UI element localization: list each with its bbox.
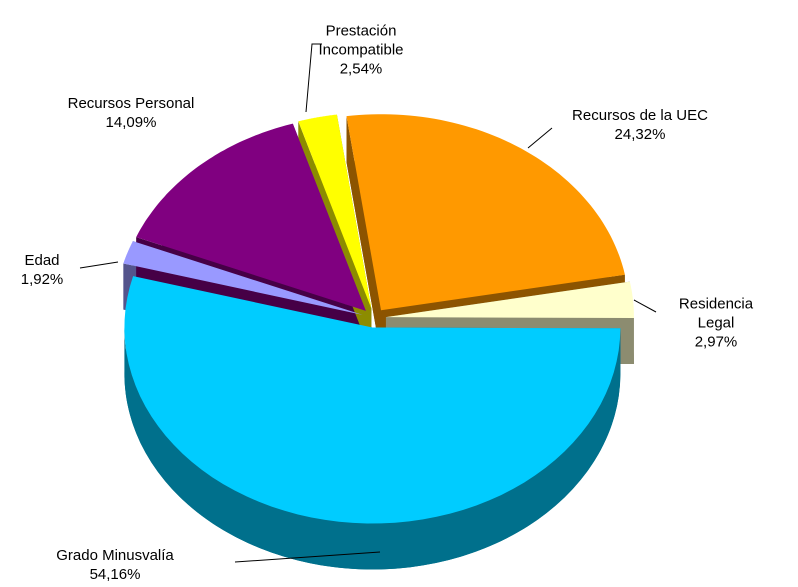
category-label: Recursos Personal: [67, 95, 195, 112]
category-label: Residencia Legal: [678, 295, 754, 332]
value-label: 24,32%: [614, 126, 666, 143]
value-label: 14,09%: [105, 114, 157, 131]
slice-wall: [346, 116, 382, 357]
slice: [136, 123, 366, 311]
value-label: 2,97%: [694, 333, 738, 351]
value-label: 54,16%: [89, 566, 141, 583]
value-label: 1,92%: [20, 271, 64, 288]
category-label: Edad: [24, 252, 60, 269]
leader-line: [79, 261, 119, 269]
slice: [385, 281, 634, 318]
category-label: Recursos de la UEC: [572, 107, 708, 124]
slice-label: Recursos Personal 14,09%: [68, 94, 195, 132]
category-label: Prestación Incompatible: [318, 22, 404, 59]
slice-label: Edad 1,92%: [21, 251, 64, 289]
leader-line: [527, 127, 553, 149]
slice-label: Prestación Incompatible 2,54%: [318, 22, 403, 79]
slice: [298, 114, 372, 309]
slice-label: Residencia Legal 2,97%: [675, 295, 757, 352]
slice: [124, 276, 621, 524]
slice: [123, 241, 363, 315]
slice-side: [124, 327, 621, 570]
slice-tops: [123, 114, 634, 524]
slice: [346, 114, 625, 311]
leader-line: [305, 43, 322, 113]
leader-line: [633, 299, 657, 313]
leader-line: [234, 551, 381, 563]
slice-label: Recursos de la UEC 24,32%: [572, 106, 708, 144]
category-label: Grado Minusvalía: [56, 547, 174, 564]
slice-label: Grado Minusvalía 54,16%: [56, 546, 174, 584]
value-label: 2,54%: [339, 60, 383, 78]
